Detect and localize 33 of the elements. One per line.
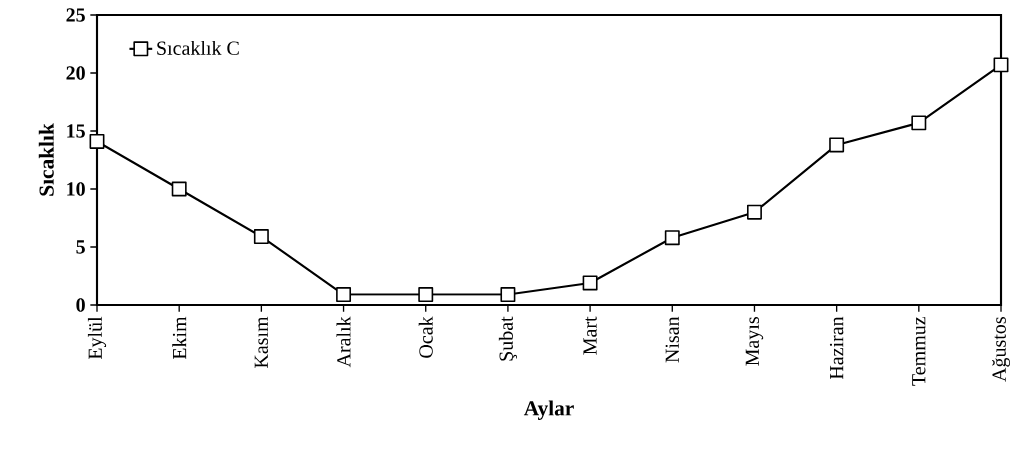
x-tick-label: Mart bbox=[583, 316, 597, 355]
y-tick-label: 0 bbox=[76, 298, 85, 312]
x-tick-label: Eylül bbox=[87, 316, 107, 360]
x-tick-label: Şubat bbox=[498, 316, 517, 361]
y-tick-label: 25 bbox=[66, 8, 85, 22]
point bbox=[911, 115, 927, 131]
x-tick-label: Aralık bbox=[336, 316, 351, 368]
x-tick-label: Mayıs bbox=[745, 317, 764, 366]
point bbox=[582, 275, 598, 291]
point bbox=[664, 230, 680, 246]
x-tick-label: Temmuz bbox=[912, 316, 926, 386]
x-tick-label: Ağustos bbox=[992, 317, 1010, 382]
point bbox=[747, 204, 762, 220]
y-tick-label: 20 bbox=[66, 66, 85, 80]
point bbox=[253, 229, 269, 245]
point bbox=[171, 181, 187, 197]
legend-label: Sıcaklık C bbox=[157, 40, 239, 55]
point bbox=[418, 287, 434, 303]
x-tick-label: Ekim bbox=[172, 316, 187, 360]
y-tick-label: 10 bbox=[67, 182, 85, 196]
point bbox=[336, 287, 352, 303]
point bbox=[829, 137, 845, 153]
x-tick-label: Kasım bbox=[254, 316, 269, 369]
y-tick-label: 15 bbox=[67, 124, 85, 138]
y-axis-title: Sıcaklık bbox=[38, 123, 54, 196]
point bbox=[500, 287, 516, 303]
x-tick-label: Nisan bbox=[665, 316, 679, 363]
point bbox=[89, 133, 105, 149]
x-tick-label: Ocak bbox=[418, 316, 433, 358]
x-tick-label: Haziran bbox=[829, 316, 844, 380]
point bbox=[993, 57, 1009, 73]
y-tick-label: 5 bbox=[76, 240, 85, 254]
x-axis-title: Aylar bbox=[523, 400, 574, 420]
